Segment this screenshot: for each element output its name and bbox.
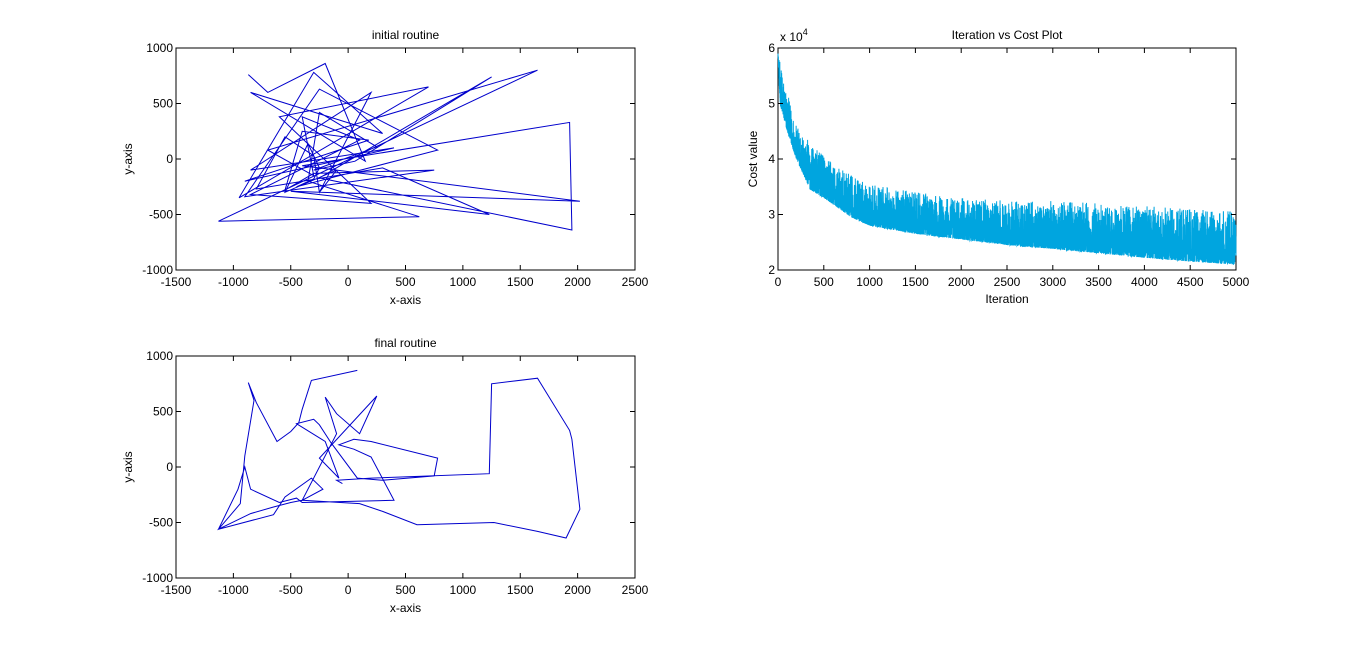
y-tick-label: -1000 [142, 263, 173, 277]
y-tick-label: 6 [768, 41, 775, 55]
cost-x-ticks: 0 500 1000 1500 2000 2500 3000 3500 4000 4500 5000 [775, 48, 1250, 289]
initial-routine-y-ticks: -1000 -500 0 500 1000 [142, 41, 635, 277]
y-tick-label: 4 [768, 152, 775, 166]
final-routine-ylabel: y-axis [121, 451, 135, 482]
x-tick-label: -500 [279, 583, 303, 597]
x-tick-label: 500 [814, 275, 834, 289]
x-tick-label: 0 [775, 275, 782, 289]
final-routine-axes: final routine -1500 -1000 -500 0 500 1000 1500… [121, 336, 649, 615]
x-tick-label: -1000 [218, 583, 249, 597]
y-tick-label: 5 [768, 97, 775, 111]
y-tick-label: -1000 [142, 571, 173, 585]
y-tick-label: 0 [166, 460, 173, 474]
x-tick-label: -500 [279, 275, 303, 289]
initial-routine-title: initial routine [372, 28, 440, 42]
x-tick-label: 2000 [564, 583, 591, 597]
final-routine-xlabel: x-axis [390, 601, 421, 615]
x-tick-label: 1000 [450, 583, 477, 597]
y-tick-label: 2 [768, 263, 775, 277]
x-tick-label: 2500 [994, 275, 1021, 289]
x-tick-label: 2500 [622, 583, 649, 597]
cost-series-line [777, 53, 1237, 265]
final-routine-title: final routine [374, 336, 436, 350]
x-tick-label: 0 [345, 583, 352, 597]
cost-y-exponent: x 104 [780, 27, 808, 44]
x-tick-label: -1500 [161, 275, 192, 289]
cost-axes: Iteration vs Cost Plot x 104 0 500 1000 150… [746, 27, 1250, 306]
cost-xlabel: Iteration [985, 292, 1028, 306]
x-tick-label: 4000 [1131, 275, 1158, 289]
cost-y-exponent-power: 4 [803, 27, 808, 37]
x-tick-label: 1500 [902, 275, 929, 289]
x-tick-label: 500 [395, 275, 415, 289]
x-tick-label: 0 [345, 275, 352, 289]
y-tick-label: -500 [149, 208, 173, 222]
cost-y-ticks: 2 3 4 5 6 [768, 41, 1236, 277]
cost-title: Iteration vs Cost Plot [952, 28, 1063, 42]
y-tick-label: 500 [153, 405, 173, 419]
y-tick-label: 3 [768, 208, 775, 222]
x-tick-label: 3000 [1039, 275, 1066, 289]
x-tick-label: 1500 [507, 275, 534, 289]
x-tick-label: 1000 [856, 275, 883, 289]
final-routine-x-ticks: -1500 -1000 -500 0 500 1000 1500 2000 2500 [161, 356, 649, 597]
initial-routine-xlabel: x-axis [390, 293, 421, 307]
initial-routine-x-ticks: -1500 -1000 -500 0 500 1000 1500 2000 2500 [161, 48, 649, 289]
final-routine-path [217, 369, 581, 539]
initial-routine-path [218, 62, 580, 231]
x-tick-label: 2000 [564, 275, 591, 289]
y-tick-label: 1000 [146, 41, 173, 55]
y-tick-label: 0 [166, 152, 173, 166]
y-tick-label: 500 [153, 97, 173, 111]
x-tick-label: 500 [395, 583, 415, 597]
x-tick-label: 2500 [622, 275, 649, 289]
cost-ylabel: Cost value [746, 130, 760, 187]
x-tick-label: 1500 [507, 583, 534, 597]
x-tick-label: 5000 [1223, 275, 1250, 289]
final-routine-y-ticks: -1000 -500 0 500 1000 [142, 349, 635, 585]
x-tick-label: 1000 [450, 275, 477, 289]
cost-y-exponent-base: x 10 [780, 30, 803, 44]
x-tick-label: 4500 [1177, 275, 1204, 289]
x-tick-label: 3500 [1085, 275, 1112, 289]
initial-routine-ylabel: y-axis [121, 143, 135, 174]
x-tick-label: -1000 [218, 275, 249, 289]
y-tick-label: 1000 [146, 349, 173, 363]
initial-routine-axes: initial routine -1500 -1000 -500 0 500 1000 15… [121, 28, 649, 307]
x-tick-label: 2000 [948, 275, 975, 289]
y-tick-label: -500 [149, 516, 173, 530]
x-tick-label: -1500 [161, 583, 192, 597]
